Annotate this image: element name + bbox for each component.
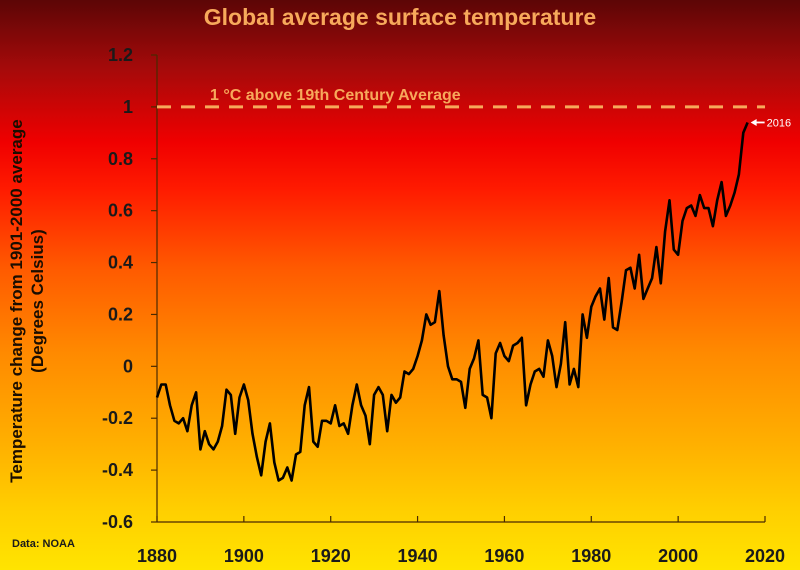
y-tick-label: -0.2 (102, 408, 133, 428)
y-tick-label: -0.4 (102, 460, 133, 480)
x-axis: 1880 1900 1920 1940 1960 1980 2000 2020 (137, 516, 785, 566)
y-tick-label: 1 (123, 97, 133, 117)
y-axis: -0.6 -0.4 -0.2 0 0.2 0.4 0.6 0.8 1 1.2 (102, 45, 158, 532)
x-tick-label: 2020 (745, 546, 785, 566)
x-tick-label: 1900 (224, 546, 264, 566)
y-tick-label: 0.4 (108, 253, 133, 273)
y-tick-label: 0.6 (108, 201, 133, 221)
x-tick-label: 2000 (658, 546, 698, 566)
x-tick-label: 1980 (571, 546, 611, 566)
x-tick-label: 1940 (398, 546, 438, 566)
reference-line-label: 1 °C above 19th Century Average (210, 87, 461, 104)
y-tick-label: 0.8 (108, 149, 133, 169)
annotation-arrow-head (750, 118, 757, 126)
y-tick-label: 1.2 (108, 45, 133, 65)
annotation-group: 2016 (750, 117, 791, 129)
x-tick-label: 1880 (137, 546, 177, 566)
reference-line-group: 1 °C above 19th Century Average (157, 87, 765, 109)
y-tick-label: 0 (123, 356, 133, 376)
series-line (155, 121, 749, 482)
x-tick-label: 1960 (484, 546, 524, 566)
y-tick-label: 0.2 (108, 304, 133, 324)
annotation-label: 2016 (767, 117, 791, 129)
y-tick-label: -0.6 (102, 512, 133, 532)
data-source-note: Data: NOAA (12, 538, 75, 550)
chart-title: Global average surface temperature (203, 4, 597, 30)
series-group (155, 121, 749, 482)
x-tick-label: 1920 (311, 546, 351, 566)
